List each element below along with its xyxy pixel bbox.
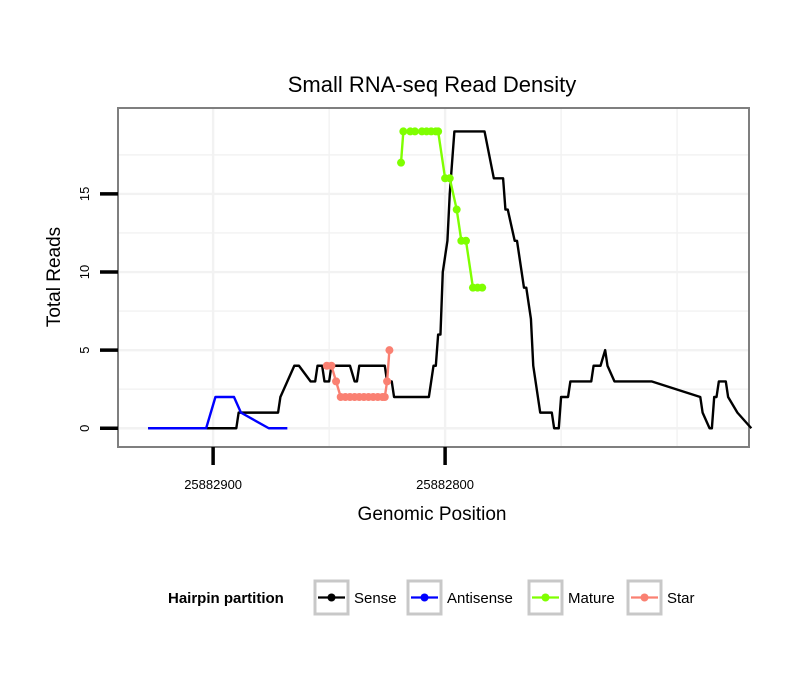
data-point-mature xyxy=(410,127,419,136)
legend-label-sense: Sense xyxy=(354,590,397,607)
legend-label-mature: Mature xyxy=(568,590,615,607)
chart-title: Small RNA-seq Read Density xyxy=(288,72,577,97)
series-sense xyxy=(148,130,753,430)
axes: 0 5 10 15 25882900 25882800 xyxy=(77,187,474,492)
series-line-antisense xyxy=(148,395,288,430)
legend-key-point xyxy=(640,593,649,602)
series-star xyxy=(322,346,394,402)
y-tick-label: 5 xyxy=(77,347,92,354)
legend-key-point xyxy=(327,593,336,602)
series-line-sense xyxy=(148,130,753,430)
legend-item-antisense: Antisense xyxy=(406,579,513,616)
legend-item-mature: Mature xyxy=(527,579,615,616)
x-axis-title: Genomic Position xyxy=(358,504,507,525)
y-tick-label: 10 xyxy=(77,265,92,279)
legend-item-sense: Sense xyxy=(313,579,397,616)
data-point-mature xyxy=(399,127,408,136)
data-point-mature xyxy=(461,236,470,245)
y-tick-label: 15 xyxy=(77,187,92,201)
legend-key-point xyxy=(541,593,550,602)
legend-key-point xyxy=(420,593,429,602)
data-point-star xyxy=(383,377,392,386)
legend-label-star: Star xyxy=(667,590,695,607)
x-tick-label: 25882900 xyxy=(184,477,242,492)
data-point-star xyxy=(385,346,394,355)
legend-items: Sense Antisense Mature Star xyxy=(313,579,695,616)
series-antisense xyxy=(148,395,288,430)
legend: Hairpin partition Sense Antisense Mature St… xyxy=(168,579,695,616)
data-point-mature xyxy=(478,283,487,292)
plot-panel xyxy=(117,107,750,448)
data-point-mature xyxy=(397,158,406,167)
legend-title: Hairpin partition xyxy=(168,590,284,607)
data-point-star xyxy=(327,361,336,370)
legend-label-antisense: Antisense xyxy=(447,590,513,607)
y-axis-title: Total Reads xyxy=(44,227,65,327)
data-point-mature xyxy=(434,127,443,136)
x-tick-label: 25882800 xyxy=(416,477,474,492)
y-tick-label: 0 xyxy=(77,425,92,432)
data-point-star xyxy=(332,377,341,386)
data-point-mature xyxy=(445,174,454,183)
data-point-star xyxy=(380,393,389,402)
series-mature xyxy=(397,127,487,292)
legend-item-star: Star xyxy=(626,579,695,616)
series-layer xyxy=(148,127,753,430)
data-point-mature xyxy=(452,205,461,214)
